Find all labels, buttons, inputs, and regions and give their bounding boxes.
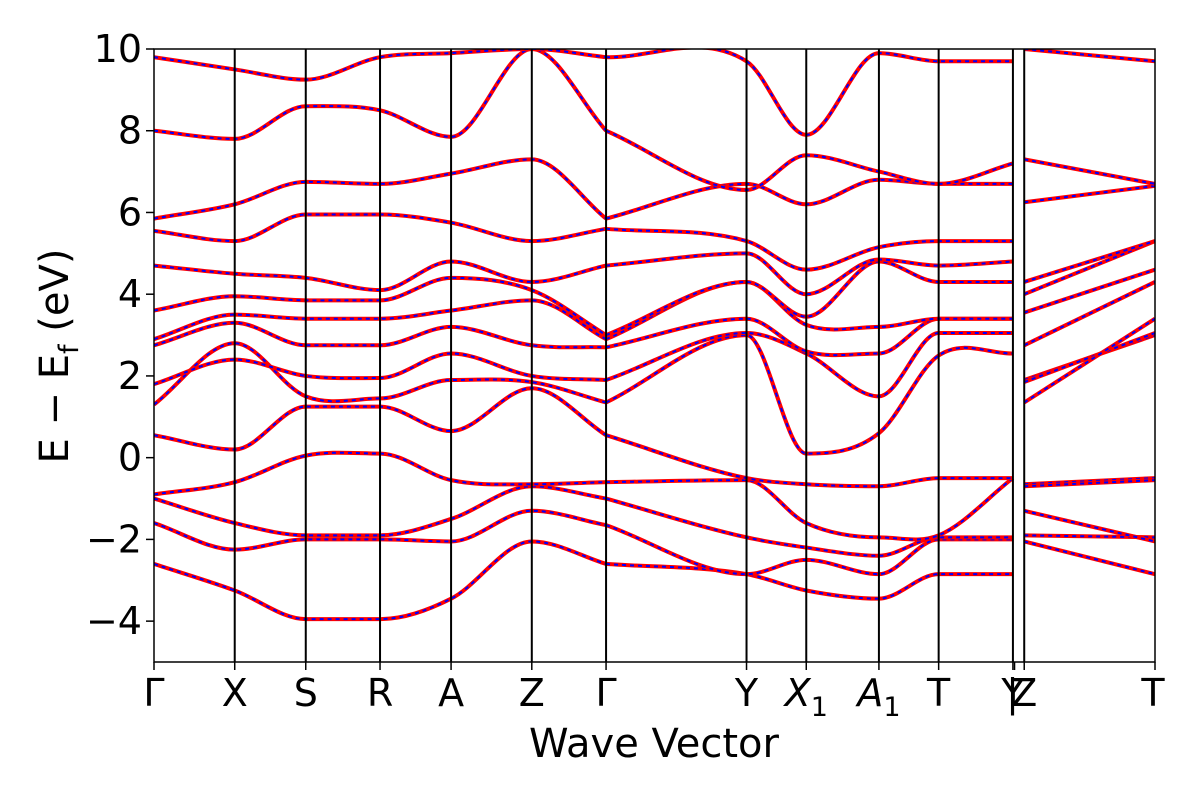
band-line-seg1-b13-dashed	[605, 129, 1014, 191]
x-tick-label-12: |	[1006, 671, 1019, 716]
x-tick-label-13: Z	[1011, 671, 1037, 715]
band-line-seg1-b13-solid	[605, 128, 1014, 192]
band-line-seg1-b14-dashed	[606, 49, 1013, 136]
band-line-seg2-b13-dashed	[1024, 158, 1155, 185]
y-axis-label-main: E − E	[32, 354, 78, 464]
band-line-seg2-b4-dashed	[1024, 479, 1155, 488]
band-line-seg2-b7-dashed	[1023, 317, 1155, 404]
x-tick-label-11: Y	[1000, 671, 1025, 715]
x-tick-label-1: X	[222, 671, 248, 715]
x-tick-label-8: X1	[783, 671, 828, 723]
band-line-seg2-b2-dashed	[1023, 509, 1155, 543]
y-tick-label: 6	[118, 190, 142, 234]
band-line-seg1-b4-dashed	[605, 434, 1013, 488]
y-tick-label: −2	[86, 517, 142, 561]
kpoint-lines	[233, 49, 1026, 662]
band-line-seg2-b0-dashed	[1023, 540, 1155, 576]
band-line-seg1-b0-dashed	[605, 562, 1013, 600]
band-line-seg2-b1-dashed	[1024, 534, 1155, 539]
band-line-seg2-b6-solid	[1023, 331, 1155, 384]
band-line-seg2-b8-dashed	[1023, 281, 1155, 347]
band-line-seg2-b3-dashed	[1024, 477, 1155, 486]
x-tick-label-3: R	[367, 671, 393, 715]
y-ticks: −4 −2 0 2 4 6 8 10	[86, 27, 154, 643]
y-tick-label: 0	[118, 436, 142, 480]
x-tick-label-10: T	[926, 671, 951, 715]
x-tick-label-4: A	[438, 671, 464, 715]
y-axis-label-unit: (eV)	[32, 249, 78, 345]
x-tick-label-7: Y	[734, 671, 759, 715]
band-line-seg1-b0-solid	[605, 561, 1013, 601]
band-line-seg2-b7-solid	[1023, 317, 1155, 405]
x-tick-label-5: Z	[519, 671, 545, 715]
band-line-seg2-b11-dashed	[1023, 240, 1155, 283]
band-line-seg1-b7-dashed	[605, 317, 1013, 357]
x-tick-label-9: A1	[854, 671, 900, 723]
x-tick-label-2: S	[294, 671, 318, 715]
y-tick-label: 8	[118, 109, 142, 153]
y-tick-label: 2	[118, 354, 142, 398]
x-ticks: Γ X S R A Z Γ Y X1 A1 T Y|Z T	[143, 662, 1165, 723]
band-line-seg1-b10-dashed	[605, 252, 1013, 296]
x-tick-label-6: Γ	[595, 671, 616, 715]
x-axis-label: Wave Vector	[529, 721, 780, 767]
y-axis-label: E − Ef (eV)	[32, 249, 85, 464]
band-line-seg2-b12-dashed	[1024, 184, 1155, 204]
x-tick-label-14: T	[1140, 671, 1165, 715]
band-line-seg1-b3-solid	[606, 476, 1015, 542]
band-line-seg1-b1-solid	[605, 523, 1013, 577]
y-tick-label: 4	[118, 272, 142, 316]
band-line-seg1-b10-solid	[605, 251, 1014, 297]
band-line-seg2-b9-dashed	[1023, 268, 1155, 314]
y-axis-label-sub: f	[54, 343, 85, 354]
band-line-seg2-b14-dashed	[1024, 49, 1155, 63]
y-tick-label: 10	[94, 27, 142, 71]
band-line-seg1-b11-dashed	[605, 227, 1013, 271]
band-line-seg1-b2-dashed	[605, 497, 1013, 557]
x-tick-label-0: Γ	[143, 671, 164, 715]
bands-layer	[154, 49, 1155, 622]
y-tick-label: −4	[86, 599, 142, 643]
plot-frame	[153, 48, 1156, 663]
